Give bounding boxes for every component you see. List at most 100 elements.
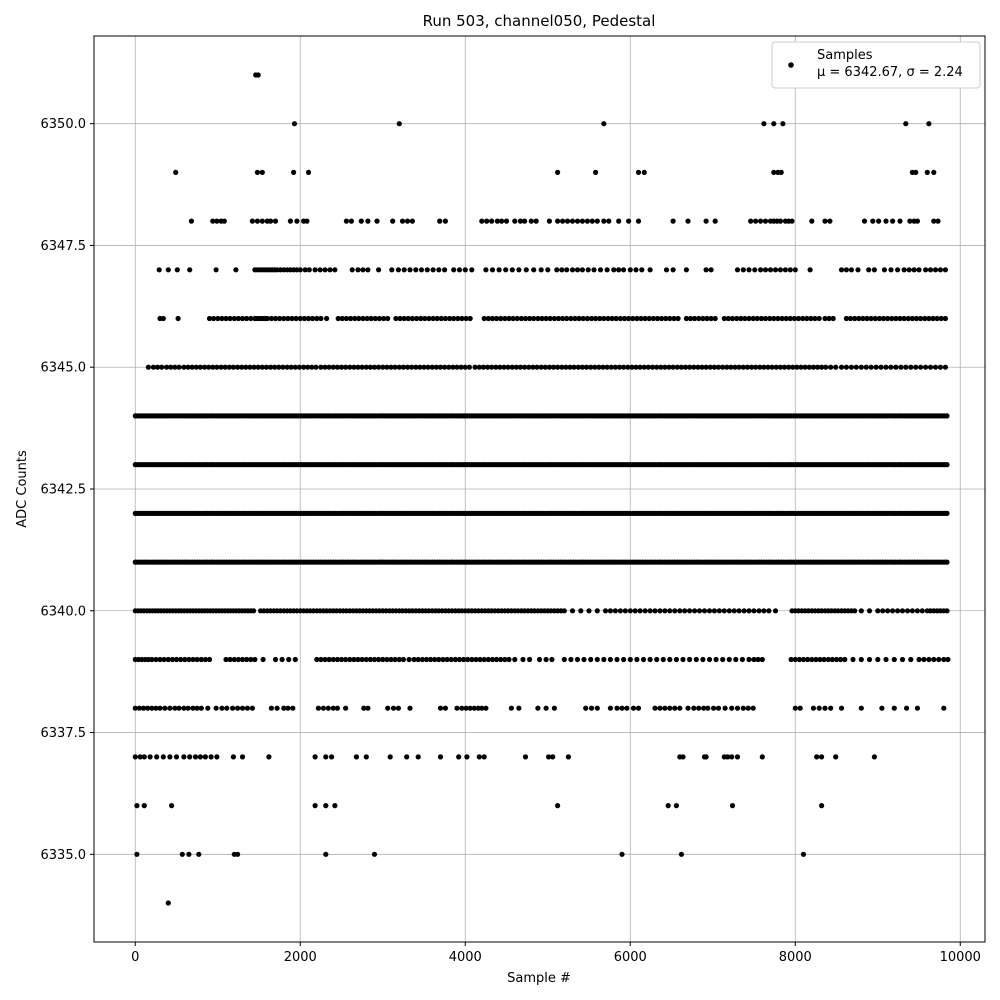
data-point: [699, 364, 705, 370]
data-point: [588, 315, 595, 322]
data-point: [522, 218, 528, 224]
data-point: [483, 705, 489, 711]
data-point: [885, 608, 891, 614]
data-point: [291, 121, 298, 127]
data-point: [466, 364, 472, 370]
data-point: [876, 218, 882, 224]
data-point: [781, 364, 788, 370]
data-point: [330, 656, 336, 663]
data-point: [249, 218, 255, 224]
data-point: [921, 656, 927, 663]
data-point: [292, 364, 298, 370]
data-point: [437, 218, 443, 224]
data-point: [825, 656, 831, 663]
data-point: [543, 656, 549, 663]
data-point: [244, 705, 250, 711]
data-point: [305, 169, 312, 175]
data-point: [696, 315, 702, 322]
data-point: [514, 315, 520, 322]
data-point: [239, 656, 246, 663]
data-point: [588, 656, 594, 663]
data-point: [732, 364, 738, 370]
data-point: [932, 267, 939, 273]
data-point: [140, 705, 147, 711]
data-point: [531, 315, 537, 322]
data-point: [533, 218, 539, 224]
data-point: [720, 656, 726, 663]
data-point: [771, 121, 777, 127]
data-point: [816, 705, 822, 711]
data-point: [875, 608, 881, 614]
data-point: [425, 364, 431, 370]
data-point: [555, 169, 561, 175]
data-point: [621, 656, 627, 663]
data-point: [339, 315, 345, 322]
data-point: [438, 315, 444, 322]
data-point: [938, 315, 944, 322]
data-point: [338, 364, 345, 370]
data-point: [927, 267, 934, 273]
data-point: [798, 364, 804, 370]
data-point: [576, 315, 582, 322]
data-point: [753, 364, 759, 370]
data-point: [838, 364, 845, 370]
data-point: [442, 218, 448, 224]
data-point: [266, 754, 272, 760]
data-point: [909, 315, 916, 322]
data-point: [437, 705, 444, 711]
data-point: [871, 754, 878, 760]
data-point: [838, 705, 845, 711]
data-point: [284, 364, 290, 370]
data-point: [810, 364, 817, 370]
data-point: [145, 705, 151, 711]
data-point: [272, 218, 279, 224]
data-point: [589, 218, 595, 224]
data-point: [878, 364, 884, 370]
y-tick-label: 6342.5: [41, 483, 87, 498]
data-point: [944, 510, 950, 516]
data-point: [627, 608, 633, 614]
data-point: [172, 705, 178, 711]
data-point: [323, 803, 329, 809]
data-point: [941, 705, 947, 711]
data-point: [390, 705, 397, 711]
data-point: [607, 705, 614, 711]
data-point: [464, 754, 470, 760]
data-point: [372, 315, 378, 322]
data-point: [396, 364, 402, 370]
data-point: [320, 705, 326, 711]
data-point: [206, 656, 213, 663]
data-point: [761, 608, 767, 614]
data-point: [773, 364, 779, 370]
data-point: [794, 364, 800, 370]
data-point: [759, 656, 765, 663]
data-point: [297, 315, 303, 322]
data-point: [602, 608, 609, 614]
data-point: [260, 656, 266, 663]
data-point: [161, 656, 167, 663]
data-point: [235, 705, 241, 711]
data-point: [614, 656, 620, 663]
legend: Samples μ = 6342.67, σ = 2.24: [771, 41, 981, 89]
data-point: [264, 315, 270, 322]
data-point: [574, 218, 581, 224]
data-point: [272, 315, 279, 322]
data-point: [647, 267, 653, 273]
data-point: [804, 315, 810, 322]
data-point: [850, 656, 856, 663]
data-point: [388, 364, 394, 370]
data-point: [722, 705, 728, 711]
data-point: [156, 267, 162, 273]
data-point: [390, 218, 396, 224]
data-point: [274, 705, 280, 711]
data-point: [780, 121, 786, 127]
data-point: [652, 705, 658, 711]
data-point: [194, 705, 200, 711]
data-point: [614, 705, 620, 711]
data-point: [791, 315, 798, 322]
data-point: [388, 656, 394, 663]
data-point: [322, 267, 328, 273]
data-point: [446, 364, 452, 370]
data-point: [536, 656, 543, 663]
data-point: [137, 754, 143, 760]
